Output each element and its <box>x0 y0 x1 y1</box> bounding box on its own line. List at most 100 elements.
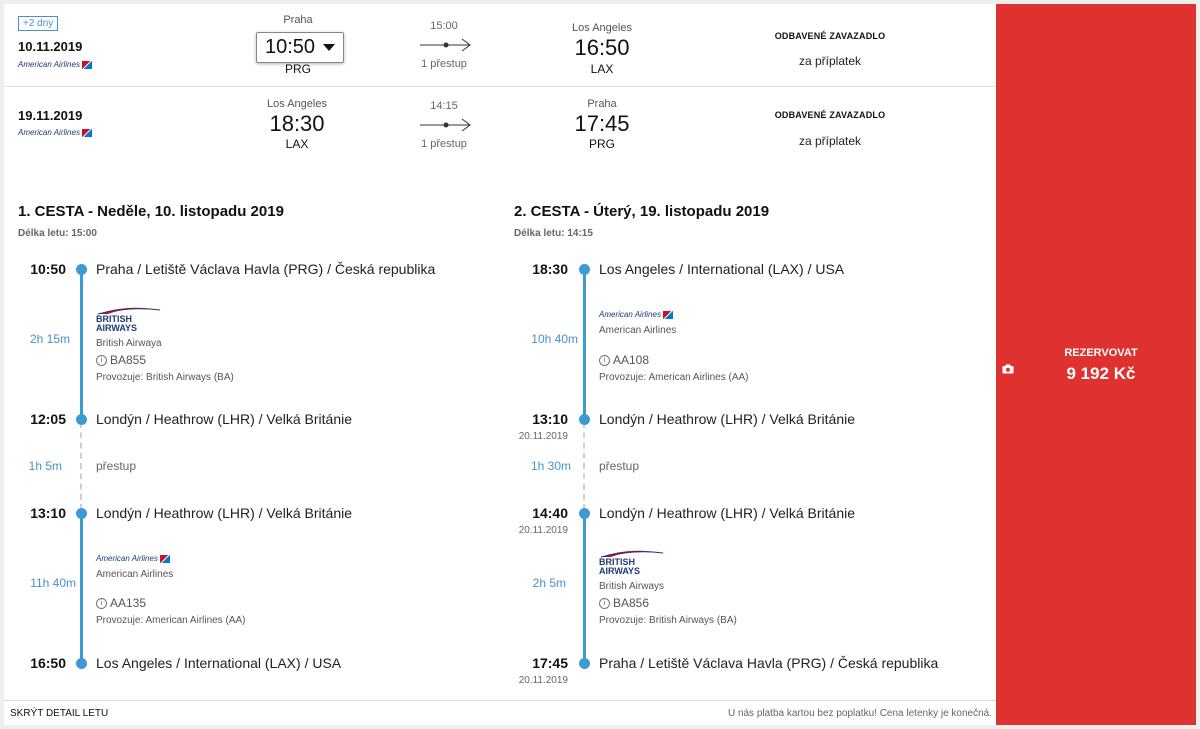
american-airlines-icon <box>159 554 170 563</box>
airline-logo-text: American Airlines <box>18 60 80 69</box>
stop-dot <box>76 508 87 519</box>
trip1-leg2-flight: i AA135 <box>96 596 146 610</box>
trip2-stop4-time: 17:45 <box>532 655 568 671</box>
trip1-stop4-time: 16:50 <box>30 655 66 671</box>
inbound-stops: 1 přestup <box>421 138 467 150</box>
inbound-duration: 14:15 <box>430 100 458 112</box>
stop-dot <box>579 508 590 519</box>
british-airways-logo: BRITISH AIRWAYS <box>599 549 665 576</box>
outbound-from-city: Praha <box>283 14 313 26</box>
trip2-stop2-date: 20.11.2019 <box>518 431 568 442</box>
trip2-leg1-operated: Provozuje: American Airlines (AA) <box>599 372 749 383</box>
flight-number: AA135 <box>110 596 147 610</box>
airline-logo: American Airlines <box>18 128 92 137</box>
trip1-leg2-carrier: American Airlines <box>96 569 174 580</box>
hide-detail-link[interactable]: SKRÝT DETAIL LETU <box>10 708 109 719</box>
outbound-baggage-value: za příplatek <box>798 54 862 68</box>
trip2-leg1-carrier: American Airlines <box>599 325 677 336</box>
british-airways-icon <box>97 307 161 315</box>
american-airlines-logo-text: American Airlines <box>599 310 661 319</box>
stop-dot <box>76 414 87 425</box>
payment-note: U nás platba kartou bez poplatku! Cena l… <box>727 708 992 719</box>
trip2-duration: Délka letu: 14:15 <box>514 228 593 239</box>
outbound-date: 10.11.2019 <box>18 39 83 54</box>
trip1-leg1-length: 2h 15m <box>29 332 70 346</box>
info-icon[interactable]: i <box>96 355 107 367</box>
trip2-leg1-length: 10h 40m <box>531 332 578 346</box>
transfer-line <box>80 422 82 510</box>
inbound-arrival-time: 17:45 <box>574 111 630 136</box>
trip2-leg2-carrier: British Airways <box>599 581 665 592</box>
trip2-stop3-time: 14:40 <box>532 505 568 521</box>
trip1-transfer-label: přestup <box>96 459 137 473</box>
chevron-down-icon <box>323 44 336 52</box>
british-airways-icon <box>600 550 664 558</box>
trip2-stop3-date: 20.11.2019 <box>518 525 568 536</box>
trip1-stop2-place: Londýn / Heathrow (LHR) / Velká Británie <box>96 411 353 427</box>
flight-arrow-icon <box>420 38 471 52</box>
transfer-line <box>583 422 585 510</box>
trip1-title: 1. CESTA - Neděle, 10. listopadu 2019 <box>18 203 284 220</box>
british-airways-logo-text: BRITISH AIRWAYS <box>96 314 138 333</box>
trip2-stop1-place: Los Angeles / International (LAX) / USA <box>599 261 845 277</box>
price: 9 192 Kč <box>1066 364 1136 383</box>
trip2-leg2-operated: Provozuje: British Airways (BA) <box>599 615 737 626</box>
trip2-stop4-place: Praha / Letiště Václava Havla (PRG) / Če… <box>599 655 939 671</box>
stop-dot <box>579 658 590 669</box>
trip2-leg2-flight: i BA856 <box>599 596 649 610</box>
departure-time-select[interactable]: 10:50 <box>256 32 345 63</box>
trip1-stop2-time: 12:05 <box>30 411 66 427</box>
stop-dot <box>579 264 590 275</box>
timeline-line <box>80 270 83 416</box>
trip1-stop1-place: Praha / Letiště Václava Havla (PRG) / Če… <box>96 261 436 277</box>
american-airlines-icon <box>81 60 92 69</box>
booking-panel[interactable]: REZERVOVAT 9 192 Kč <box>996 4 1196 725</box>
flight-arrow-icon <box>420 118 471 132</box>
trip2-transfer-label: přestup <box>599 459 640 473</box>
inbound-from-code: LAX <box>285 137 309 151</box>
outbound-to-code: LAX <box>590 62 614 76</box>
trip2-transfer-length: 1h 30m <box>530 459 571 473</box>
outbound-baggage-title: ODBAVENÉ ZAVAZADLO <box>774 31 886 41</box>
trip2-stop1-time: 18:30 <box>532 261 568 277</box>
inbound-baggage-title: ODBAVENÉ ZAVAZADLO <box>774 110 886 120</box>
british-airways-logo: BRITISH AIRWAYS <box>96 306 162 333</box>
outbound-from-code: PRG <box>284 62 311 76</box>
trip1-transfer-length: 1h 5m <box>28 459 62 473</box>
timeline-line <box>583 270 586 416</box>
american-airlines-logo: American Airlines <box>599 310 673 319</box>
trip2-stop2-time: 13:10 <box>532 411 568 427</box>
departure-time-value: 10:50 <box>265 36 316 58</box>
inbound-date: 19.11.2019 <box>18 108 83 123</box>
trip1-stop1-time: 10:50 <box>30 261 66 277</box>
flight-number: AA108 <box>613 353 650 367</box>
british-airways-logo-text: BRITISH AIRWAYS <box>599 557 641 576</box>
inbound-to-city: Praha <box>587 98 617 110</box>
trip1-leg2-length: 11h 40m <box>30 576 76 590</box>
inbound-to-code: PRG <box>588 137 615 151</box>
trip1-stop4-place: Los Angeles / International (LAX) / USA <box>96 655 342 671</box>
timeline-line <box>80 514 83 664</box>
inbound-baggage-value: za příplatek <box>798 134 862 148</box>
outbound-to-city: Los Angeles <box>572 22 632 34</box>
trip1-stop3-place: Londýn / Heathrow (LHR) / Velká Británie <box>96 505 353 521</box>
trip1-leg1-flight: i BA855 <box>96 353 146 367</box>
outbound-arrival-time: 16:50 <box>574 35 630 60</box>
american-airlines-icon <box>81 128 92 137</box>
outbound-stops: 1 přestup <box>421 58 467 70</box>
trip2-stop2-place: Londýn / Heathrow (LHR) / Velká Británie <box>599 411 856 427</box>
book-label[interactable]: REZERVOVAT <box>1064 347 1138 359</box>
american-airlines-logo: American Airlines <box>96 554 170 563</box>
info-icon[interactable]: i <box>96 598 107 610</box>
info-icon[interactable]: i <box>599 598 610 610</box>
trip2-stop4-date: 20.11.2019 <box>518 675 568 686</box>
trip2-leg1-flight: i AA108 <box>599 353 649 367</box>
info-icon[interactable]: i <box>599 355 610 367</box>
camera-icon <box>1002 361 1014 374</box>
stop-dot <box>76 658 87 669</box>
trip1-duration: Délka letu: 15:00 <box>18 228 97 239</box>
stop-dot <box>579 414 590 425</box>
trip2-leg2-length: 2h 5m <box>532 576 566 590</box>
trip1-stop3-time: 13:10 <box>30 505 66 521</box>
outbound-duration: 15:00 <box>430 20 458 32</box>
